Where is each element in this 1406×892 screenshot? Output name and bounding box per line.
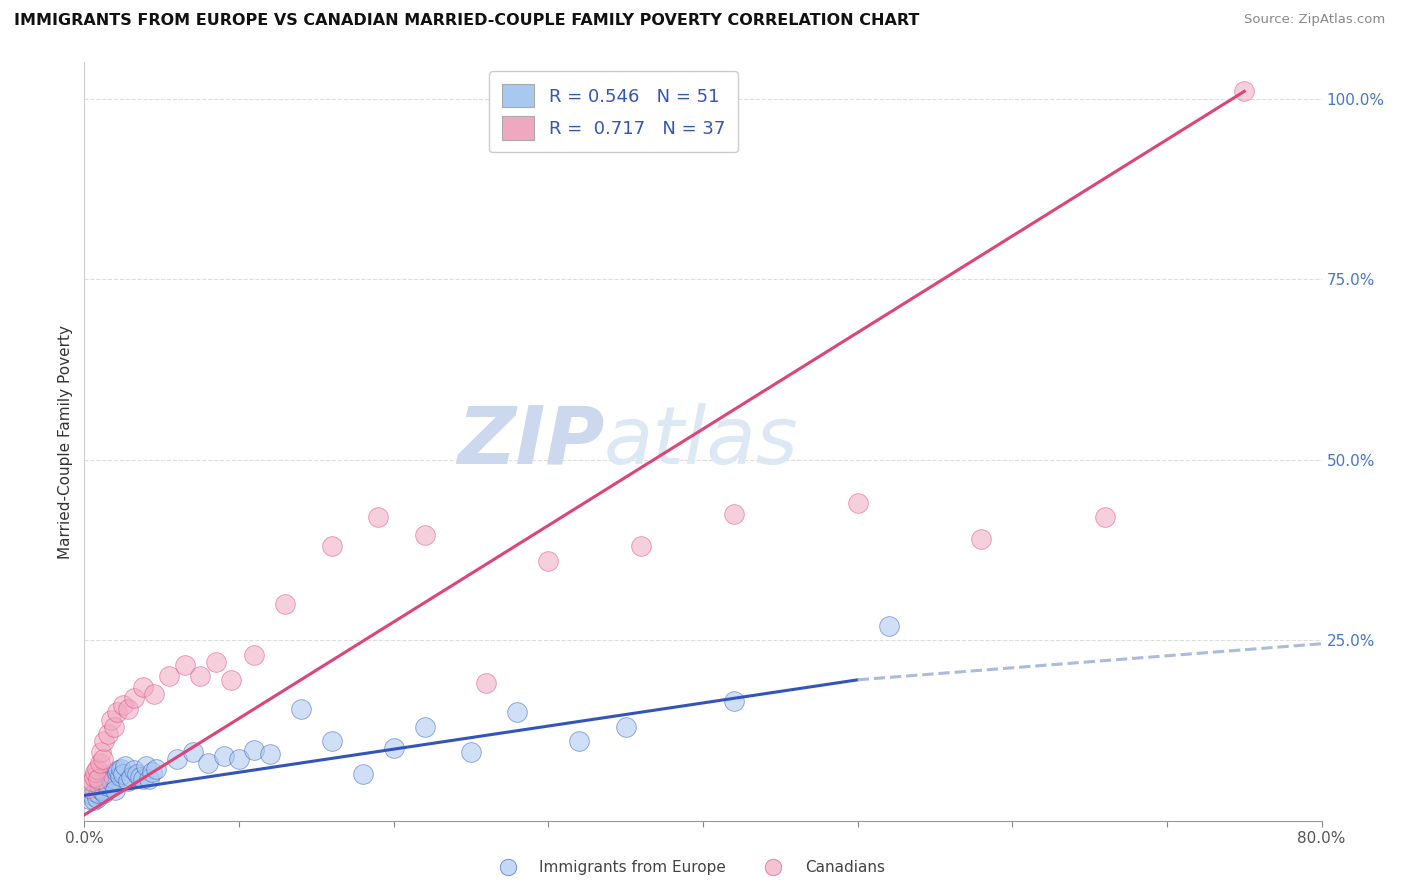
Point <box>105 764 128 779</box>
Point <box>91 752 114 766</box>
Point <box>107 763 129 777</box>
Point <box>243 743 266 757</box>
Point <box>460 745 482 759</box>
Point <box>219 673 242 687</box>
Point <box>112 766 135 780</box>
Point <box>382 741 405 756</box>
Point <box>132 680 155 694</box>
Point <box>112 698 135 712</box>
Point <box>122 690 145 705</box>
Point <box>86 790 108 805</box>
Point <box>100 773 122 788</box>
Point <box>83 793 105 807</box>
Point <box>762 860 785 874</box>
Point <box>614 720 637 734</box>
Point <box>159 669 180 683</box>
Point <box>87 786 110 800</box>
Point <box>108 769 131 783</box>
Point <box>100 713 122 727</box>
Point <box>110 762 132 776</box>
Point <box>228 752 250 766</box>
Point <box>103 720 125 734</box>
Point <box>970 532 993 546</box>
Point <box>105 706 128 720</box>
Point <box>135 759 157 773</box>
Point <box>82 789 104 803</box>
Point <box>537 554 560 568</box>
Point <box>188 669 211 683</box>
Point <box>138 772 160 786</box>
Point <box>723 507 745 521</box>
Point <box>568 734 591 748</box>
Point <box>197 756 219 770</box>
Point <box>117 702 139 716</box>
Point <box>321 539 343 553</box>
Point <box>94 773 117 788</box>
Text: Source: ZipAtlas.com: Source: ZipAtlas.com <box>1244 13 1385 27</box>
Point <box>98 770 121 784</box>
Point <box>93 786 115 800</box>
Point <box>84 785 107 799</box>
Point <box>141 764 163 779</box>
Text: atlas: atlas <box>605 402 799 481</box>
Point <box>145 762 167 776</box>
Point <box>367 510 389 524</box>
Point <box>87 772 110 786</box>
Point <box>83 770 105 784</box>
Point <box>1094 510 1116 524</box>
Point <box>122 763 145 777</box>
Point <box>1233 84 1256 98</box>
Point <box>132 772 155 786</box>
Point <box>846 496 869 510</box>
Legend: R = 0.546   N = 51, R =  0.717   N = 37: R = 0.546 N = 51, R = 0.717 N = 37 <box>489 71 738 153</box>
Point <box>101 766 124 780</box>
Point <box>125 766 148 780</box>
Point <box>205 655 228 669</box>
Point <box>506 706 529 720</box>
Point <box>90 745 112 759</box>
Point <box>103 772 125 786</box>
Point <box>166 752 188 766</box>
Point <box>120 770 142 784</box>
Point <box>114 759 136 773</box>
Point <box>723 694 745 708</box>
Point <box>86 762 108 776</box>
Point <box>259 747 281 762</box>
Point <box>82 773 104 788</box>
Point <box>96 727 118 741</box>
Point <box>243 648 266 662</box>
Point <box>89 756 111 770</box>
Y-axis label: Married-Couple Family Poverty: Married-Couple Family Poverty <box>58 325 73 558</box>
Point <box>181 745 204 759</box>
Point <box>174 658 197 673</box>
Point <box>212 748 235 763</box>
Point <box>93 734 115 748</box>
Point <box>274 597 297 611</box>
Point <box>143 687 166 701</box>
Point <box>475 676 498 690</box>
Point <box>352 766 374 780</box>
Point <box>117 773 139 788</box>
Point <box>96 779 118 793</box>
Point <box>290 702 312 716</box>
Text: IMMIGRANTS FROM EUROPE VS CANADIAN MARRIED-COUPLE FAMILY POVERTY CORRELATION CHA: IMMIGRANTS FROM EUROPE VS CANADIAN MARRI… <box>14 13 920 29</box>
Point <box>91 778 114 792</box>
Point <box>104 783 127 797</box>
Point <box>877 618 900 632</box>
Point <box>630 539 652 553</box>
Point <box>413 720 436 734</box>
Text: ZIP: ZIP <box>457 402 605 481</box>
Point <box>321 734 343 748</box>
Point <box>129 770 152 784</box>
Point <box>77 792 100 806</box>
Point <box>90 783 112 797</box>
Point <box>84 764 107 779</box>
Point <box>496 860 519 874</box>
Point <box>413 528 436 542</box>
Text: Canadians: Canadians <box>804 860 884 875</box>
Text: Immigrants from Europe: Immigrants from Europe <box>540 860 725 875</box>
Point <box>77 781 100 796</box>
Point <box>89 781 111 796</box>
